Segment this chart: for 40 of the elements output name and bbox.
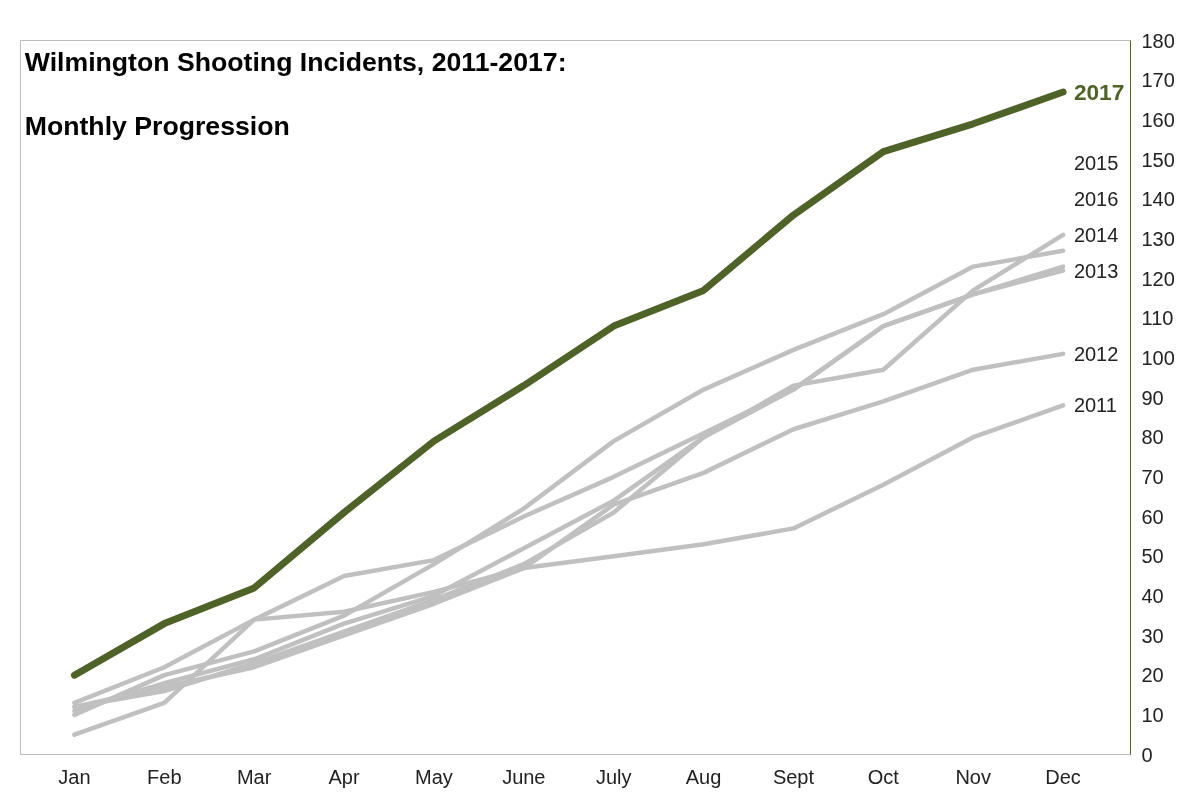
y-tick-label: 30 <box>1141 624 1164 647</box>
x-tick-label: Sept <box>772 765 815 788</box>
y-tick-label: 40 <box>1141 584 1164 607</box>
x-tick-label: Apr <box>328 765 360 788</box>
series-label: 2011 <box>1073 394 1117 417</box>
x-tick-label: Nov <box>955 765 992 788</box>
series-label: 2013 <box>1073 259 1119 282</box>
y-tick-label: 180 <box>1141 29 1175 52</box>
x-tick-label: Oct <box>867 765 900 788</box>
y-tick-label: 100 <box>1141 346 1175 369</box>
text: 2015 <box>1073 152 1119 175</box>
x-tick-label: Jan <box>58 765 91 788</box>
y-tick-label: 140 <box>1141 188 1175 211</box>
x-tick-label: Aug <box>685 765 722 788</box>
y-tick-label: 130 <box>1141 227 1175 250</box>
text: Monthly Progression <box>24 110 290 141</box>
x-tick-label: Feb <box>147 765 182 788</box>
chart-title: Wilmington Shooting Incidents, 2011-2017: <box>24 46 567 77</box>
x-tick-label: June <box>502 765 546 788</box>
text: 2016 <box>1073 188 1119 211</box>
x-tick-label: May <box>415 765 453 788</box>
y-tick-label: 110 <box>1141 307 1174 330</box>
y-tick-label: 150 <box>1141 148 1175 171</box>
y-tick-label: 90 <box>1141 386 1164 409</box>
y-tick-label: 20 <box>1141 664 1164 687</box>
y-tick-label: 60 <box>1141 505 1164 528</box>
y-tick-label: 70 <box>1141 465 1164 488</box>
y-tick-label: 160 <box>1141 108 1175 131</box>
y-tick-label: 50 <box>1141 545 1164 568</box>
series-label: 2012 <box>1073 342 1119 365</box>
x-tick-label: Dec <box>1045 765 1081 788</box>
y-tick-label: 0 <box>1141 743 1153 766</box>
series-label: 2014 <box>1073 223 1119 246</box>
series-label: 2017 <box>1073 78 1125 105</box>
y-tick-label: 170 <box>1141 69 1175 92</box>
y-tick-label: 80 <box>1141 426 1164 449</box>
x-tick-label: Mar <box>236 765 272 788</box>
y-tick-label: 120 <box>1141 267 1175 290</box>
x-tick-label: July <box>595 765 632 788</box>
y-tick-label: 10 <box>1141 703 1164 726</box>
